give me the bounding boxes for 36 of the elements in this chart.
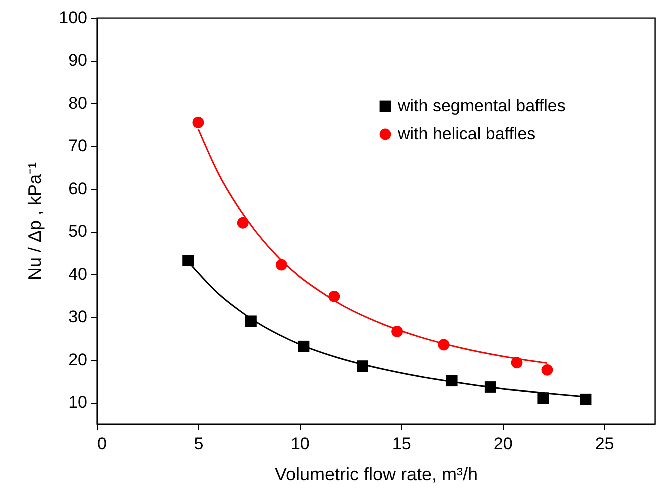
- x-axis-title: Volumetric flow rate, m³/h: [274, 464, 478, 484]
- x-tick-label: 25: [595, 434, 614, 454]
- y-tick-label: 20: [68, 350, 88, 370]
- y-tick-label: 30: [68, 308, 88, 327]
- y-tick-label: 50: [68, 222, 88, 242]
- x-tick-label: 0: [98, 434, 107, 454]
- point: [298, 340, 310, 352]
- point: [538, 392, 550, 404]
- y-tick-label: 40: [68, 264, 88, 284]
- legend-label: with segmental baffles: [397, 96, 566, 116]
- point: [182, 255, 194, 266]
- point: [192, 117, 204, 128]
- y-tick-label: 80: [68, 94, 88, 113]
- y-tick-label: 60: [68, 179, 88, 198]
- x-tick-label: 15: [392, 434, 412, 454]
- point: [511, 357, 523, 369]
- point: [446, 375, 458, 387]
- point: [237, 217, 249, 229]
- point: [392, 326, 404, 338]
- point: [542, 364, 554, 376]
- point: [580, 394, 592, 406]
- point: [246, 316, 257, 328]
- x-tick-label: 20: [494, 434, 513, 454]
- y-tick-label: 10: [68, 393, 88, 412]
- point: [438, 339, 450, 351]
- point: [357, 360, 369, 372]
- y-tick-label: 70: [68, 136, 88, 156]
- y-tick-label: 100: [59, 8, 88, 28]
- point: [484, 382, 496, 393]
- legend-label: with helical baffles: [397, 124, 536, 144]
- point: [328, 290, 340, 302]
- point: [276, 259, 288, 271]
- y-tick-label: 90: [68, 51, 88, 70]
- y-axis-title: Nu / Δp , kPa⁻¹: [25, 162, 46, 281]
- x-tick-label: 5: [194, 434, 204, 454]
- x-tick-label: 10: [290, 434, 310, 454]
